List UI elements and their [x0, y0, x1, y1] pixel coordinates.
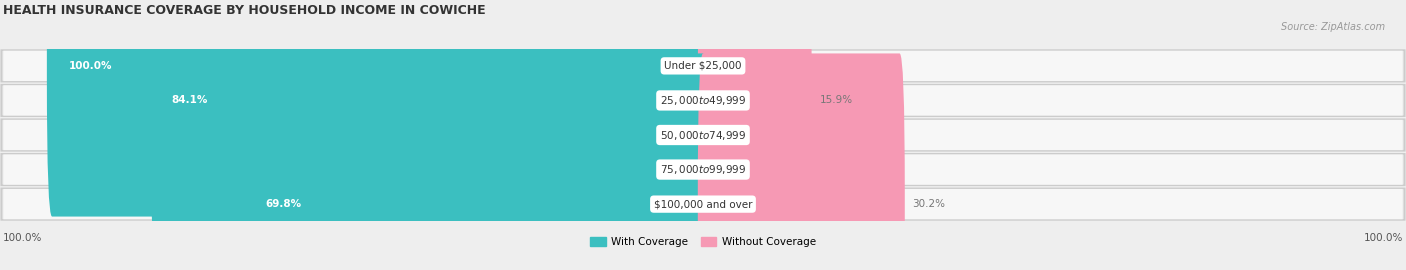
FancyBboxPatch shape: [3, 154, 1403, 185]
Text: $50,000 to $74,999: $50,000 to $74,999: [659, 129, 747, 141]
Text: Under $25,000: Under $25,000: [664, 61, 742, 71]
Text: 0.0%: 0.0%: [666, 164, 693, 175]
FancyBboxPatch shape: [1, 154, 1405, 185]
Text: 100.0%: 100.0%: [69, 61, 112, 71]
Legend: With Coverage, Without Coverage: With Coverage, Without Coverage: [591, 237, 815, 247]
Text: 15.9%: 15.9%: [820, 95, 852, 106]
FancyBboxPatch shape: [1, 119, 1405, 151]
FancyBboxPatch shape: [3, 120, 1403, 150]
FancyBboxPatch shape: [3, 85, 1403, 116]
Text: 0.0%: 0.0%: [666, 130, 693, 140]
Text: 30.2%: 30.2%: [912, 199, 946, 209]
Text: 0.0%: 0.0%: [713, 130, 740, 140]
FancyBboxPatch shape: [697, 53, 905, 270]
FancyBboxPatch shape: [46, 0, 709, 217]
Text: $75,000 to $99,999: $75,000 to $99,999: [659, 163, 747, 176]
FancyBboxPatch shape: [243, 53, 709, 270]
Text: 0.0%: 0.0%: [713, 61, 740, 71]
Text: 0.0%: 0.0%: [713, 164, 740, 175]
FancyBboxPatch shape: [1, 50, 1405, 82]
Text: 84.1%: 84.1%: [172, 95, 208, 106]
FancyBboxPatch shape: [3, 51, 1403, 81]
Text: Source: ZipAtlas.com: Source: ZipAtlas.com: [1281, 22, 1385, 32]
FancyBboxPatch shape: [150, 0, 709, 251]
Text: $100,000 and over: $100,000 and over: [654, 199, 752, 209]
Text: 100.0%: 100.0%: [1364, 233, 1403, 243]
Text: HEALTH INSURANCE COVERAGE BY HOUSEHOLD INCOME IN COWICHE: HEALTH INSURANCE COVERAGE BY HOUSEHOLD I…: [3, 5, 486, 18]
FancyBboxPatch shape: [1, 85, 1405, 116]
Text: $25,000 to $49,999: $25,000 to $49,999: [659, 94, 747, 107]
FancyBboxPatch shape: [697, 0, 811, 251]
FancyBboxPatch shape: [3, 189, 1403, 219]
FancyBboxPatch shape: [1, 188, 1405, 220]
Text: 69.8%: 69.8%: [264, 199, 301, 209]
Text: 100.0%: 100.0%: [3, 233, 42, 243]
